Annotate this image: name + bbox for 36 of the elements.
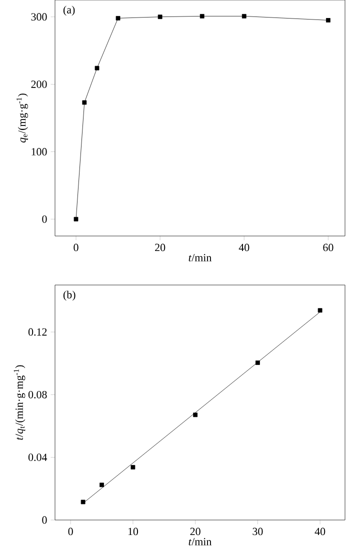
y-tick-label: 0.08 <box>28 390 47 398</box>
point <box>80 500 86 504</box>
x-tick-label: 0 <box>68 528 73 536</box>
y-tick-label: 300 <box>31 13 47 21</box>
x-tick-label: 0 <box>74 244 78 252</box>
point <box>100 482 104 488</box>
point <box>200 14 204 18</box>
x-tick-label: 20 <box>190 528 200 536</box>
point <box>116 16 120 20</box>
y-tick-label: 200 <box>31 80 47 88</box>
point <box>130 465 136 470</box>
annotation: (b) <box>63 290 76 301</box>
point <box>242 14 246 18</box>
point <box>193 412 198 418</box>
point <box>318 308 322 313</box>
x-tick-label: 60 <box>323 244 334 252</box>
point <box>74 216 78 222</box>
y-tick-label: 0 <box>42 516 47 524</box>
y-tick-label: 0.12 <box>28 328 47 336</box>
y-tick-label: 0 <box>42 215 47 223</box>
x-tick-label: 40 <box>314 528 326 536</box>
y-tick-label: 0.04 <box>28 454 48 462</box>
point <box>82 100 87 105</box>
x-tick-label: 20 <box>155 244 166 252</box>
x-axis-title: t/min <box>188 538 212 546</box>
y-axis-title: q$_{e}$/(mg·g$^{-1}$) <box>16 94 28 143</box>
x-tick-label: 40 <box>238 244 250 252</box>
point <box>256 360 260 365</box>
y-tick-label: 100 <box>32 148 47 156</box>
x-tick-label: 30 <box>252 528 263 536</box>
annotation: (a) <box>63 6 75 16</box>
x-tick-label: 10 <box>128 528 138 536</box>
point <box>326 18 330 22</box>
point <box>94 66 100 70</box>
x-axis-title: t/min <box>188 254 212 262</box>
point <box>158 14 162 20</box>
